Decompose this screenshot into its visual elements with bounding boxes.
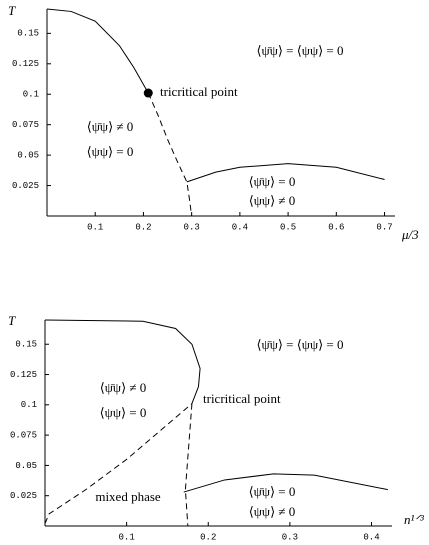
x-tick-label: 0.1 xyxy=(119,532,135,542)
y-axis-label: T xyxy=(8,3,16,18)
y-axis-label: T xyxy=(8,313,16,328)
phase-boundary xyxy=(184,403,193,527)
y-tick-label: 0.15 xyxy=(17,29,39,39)
annotation: ⟨ψψ⟩ = 0 xyxy=(87,144,134,159)
phase-boundary xyxy=(44,319,201,404)
annotation: mixed phase xyxy=(95,489,161,504)
x-tick-label: 0.3 xyxy=(184,222,200,232)
x-tick-label: 0.2 xyxy=(200,532,216,542)
x-tick-label: 0.4 xyxy=(232,222,248,232)
y-tick-label: 0.075 xyxy=(12,120,39,130)
phase-boundary xyxy=(147,92,193,217)
x-tick-label: 0.2 xyxy=(135,222,151,232)
annotation: ⟨ψ̄ψ⟩ ≠ 0 xyxy=(87,119,134,134)
y-tick-label: 0.075 xyxy=(10,430,37,440)
y-tick-label: 0.15 xyxy=(15,340,37,350)
phase-boundary xyxy=(46,8,149,94)
y-tick-label: 0.125 xyxy=(10,370,37,380)
annotation: ⟨ψ̄ψ⟩ = 0 xyxy=(249,484,296,499)
annotation: ⟨ψ̄ψ⟩ = ⟨ψψ⟩ = 0 xyxy=(256,337,343,352)
y-tick-label: 0.025 xyxy=(12,181,39,191)
annotation: ⟨ψ̄ψ⟩ = ⟨ψψ⟩ = 0 xyxy=(256,43,343,58)
annotation: ⟨ψψ⟩ ≠ 0 xyxy=(249,504,296,519)
phase-boundary xyxy=(183,473,388,493)
x-tick-label: 0.5 xyxy=(280,222,296,232)
y-tick-label: 0.05 xyxy=(15,461,37,471)
annotation: ⟨ψ̄ψ⟩ = 0 xyxy=(249,174,296,189)
y-tick-label: 0.125 xyxy=(12,59,39,69)
x-tick-label: 0.1 xyxy=(87,222,103,232)
x-tick-label: 0.6 xyxy=(328,222,344,232)
x-tick-label: 0.4 xyxy=(363,532,379,542)
tricritical-marker xyxy=(143,88,153,98)
phase-boundary xyxy=(44,403,193,524)
y-tick-label: 0.025 xyxy=(10,491,37,501)
x-tick-label: 0.3 xyxy=(282,532,298,542)
y-tick-label: 0.05 xyxy=(17,150,39,160)
y-tick-label: 0.1 xyxy=(21,400,37,410)
y-tick-label: 0.1 xyxy=(23,90,39,100)
annotation: ⟨ψψ⟩ = 0 xyxy=(100,405,147,420)
annotation: ⟨ψ̄ψ⟩ ≠ 0 xyxy=(100,380,147,395)
x-axis-label: μ/3 xyxy=(401,227,419,242)
annotation: tricritical point xyxy=(203,391,281,406)
annotation: ⟨ψψ⟩ ≠ 0 xyxy=(249,193,296,208)
x-tick-label: 0.7 xyxy=(376,222,392,232)
x-axis-label: n¹ᐟ³ xyxy=(404,512,425,527)
annotation: tricritical point xyxy=(160,84,238,99)
phase-boundary xyxy=(186,163,385,183)
